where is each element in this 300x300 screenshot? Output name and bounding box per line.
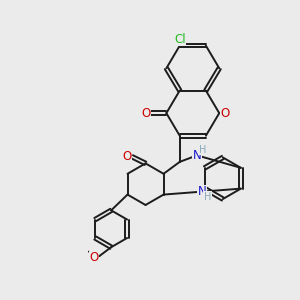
Text: N: N: [193, 149, 201, 162]
Text: O: O: [122, 150, 131, 163]
Text: N: N: [198, 185, 207, 198]
Text: O: O: [220, 106, 230, 120]
Text: Cl: Cl: [174, 33, 185, 46]
Text: H: H: [199, 145, 206, 155]
Text: O: O: [89, 251, 99, 264]
Text: O: O: [141, 106, 150, 120]
Text: H: H: [204, 192, 211, 202]
